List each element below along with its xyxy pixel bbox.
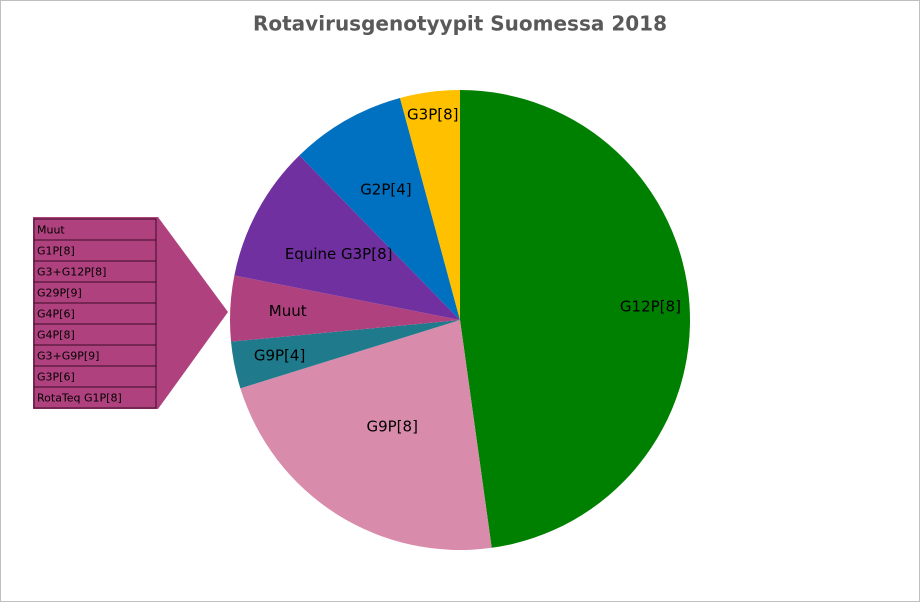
table-text: G3+G9P[9] [37,350,99,363]
pie-slice [234,155,460,320]
slice-label: Equine G3P[8] [285,245,393,263]
pie-slice [240,320,492,551]
table-text: G4P[8] [37,329,75,342]
slice-label: G9P[8] [366,417,417,435]
slice-label: Muut [269,302,307,320]
pie-slice [460,90,691,548]
pie-slice [299,97,460,320]
callout [33,217,228,409]
slice-label: G2P[4] [360,181,411,199]
table-text: G29P[9] [37,287,82,300]
table-text: G4P[6] [37,308,75,321]
pie: G12P[8] G9P[8] G9P[4] Muut Equine G3P[8] G2P[… [229,90,691,551]
pie-slice [400,90,460,320]
chart-title: Rotavirusgenotyypit Suomessa 2018 [253,12,667,36]
table-text: G1P[8] [37,245,75,258]
slice-label: G12P[8] [620,297,681,315]
slice-label: G3P[8] [407,105,458,123]
breakdown-table: Muut G1P[8] G3+G12P[8] G29P[9] G4P[6] G4P[8] G… [33,218,157,409]
pie-slice [229,275,460,342]
slice-label: G9P[4] [254,347,305,365]
table-text: RotaTeq G1P[8] [37,392,122,405]
table-text: G3P[6] [37,371,75,384]
table-cell [33,386,157,409]
pie-slice [231,320,460,389]
table-text: Muut [37,224,65,237]
table-text: G3+G12P[8] [37,266,106,279]
